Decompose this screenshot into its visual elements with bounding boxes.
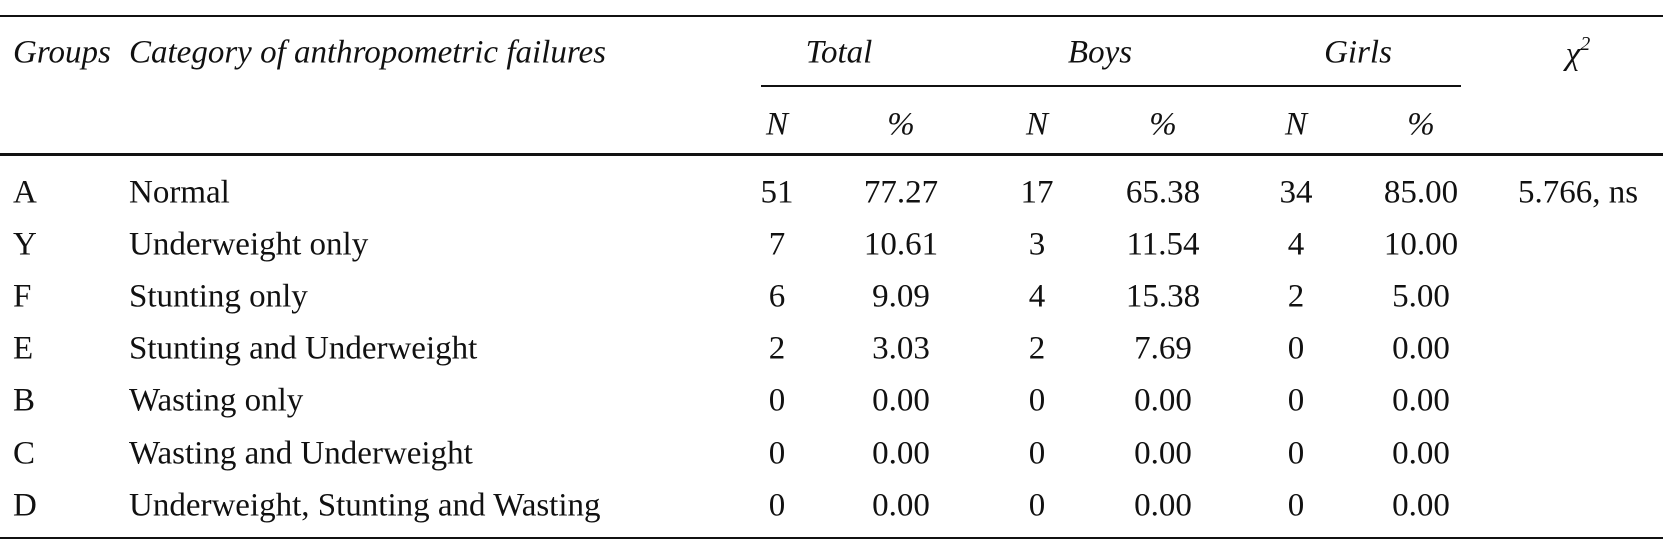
value-cell: 0.00	[872, 435, 930, 472]
value-cell: 5.00	[1392, 278, 1450, 315]
value-cell: 3	[1028, 226, 1046, 263]
subheader: N	[765, 106, 789, 143]
category-cell: Wasting only	[129, 382, 304, 419]
value-cell: 0	[1287, 382, 1305, 419]
value-cell: 85.00	[1383, 174, 1459, 211]
category-cell: Underweight, Stunting and Wasting	[129, 487, 601, 524]
value-cell: 17	[1020, 174, 1054, 211]
group-cell: D	[13, 487, 37, 524]
value-cell: 5.766, ns	[1517, 174, 1639, 211]
category-cell: Underweight only	[129, 226, 369, 263]
value-cell: 0	[1287, 435, 1305, 472]
value-cell: 0.00	[1134, 487, 1192, 524]
value-cell: 0.00	[1392, 435, 1450, 472]
value-cell: 0.00	[1392, 330, 1450, 367]
group-rule	[761, 85, 1461, 87]
value-cell: 65.38	[1125, 174, 1201, 211]
value-cell: 2	[1287, 278, 1305, 315]
girls-header: Girls	[1324, 34, 1392, 71]
value-cell: 15.38	[1125, 278, 1201, 315]
value-cell: 7.69	[1134, 330, 1192, 367]
category-cell: Normal	[129, 174, 230, 211]
value-cell: 6	[768, 278, 786, 315]
category-cell: Wasting and Underweight	[129, 435, 473, 472]
value-cell: 0	[768, 382, 786, 419]
total-header: Total	[805, 34, 873, 71]
value-cell: 0.00	[872, 382, 930, 419]
groups-header: Groups	[13, 34, 111, 71]
value-cell: 0.00	[1392, 487, 1450, 524]
value-cell: 0	[1287, 330, 1305, 367]
category-header: Category of anthropometric failures	[129, 34, 606, 71]
group-cell: E	[13, 330, 34, 367]
bottom-rule	[0, 537, 1663, 539]
group-cell: F	[13, 278, 32, 315]
category-cell: Stunting and Underweight	[129, 330, 478, 367]
group-cell: C	[13, 435, 36, 472]
subheader: N	[1284, 106, 1308, 143]
value-cell: 10.00	[1383, 226, 1459, 263]
value-cell: 0.00	[1392, 382, 1450, 419]
value-cell: 7	[768, 226, 786, 263]
chi-header: χ2	[1565, 33, 1591, 72]
value-cell: 77.27	[863, 174, 939, 211]
value-cell: 51	[760, 174, 794, 211]
value-cell: 0	[768, 435, 786, 472]
top-rule	[0, 15, 1663, 17]
category-cell: Stunting only	[129, 278, 308, 315]
value-cell: 4	[1287, 226, 1305, 263]
value-cell: 0	[1287, 487, 1305, 524]
value-cell: 0	[768, 487, 786, 524]
chi-sup: 2	[1580, 33, 1591, 56]
chi-symbol: χ	[1565, 35, 1581, 72]
value-cell: 4	[1028, 278, 1046, 315]
value-cell: 0.00	[872, 487, 930, 524]
value-cell: 2	[1028, 330, 1046, 367]
value-cell: 3.03	[872, 330, 930, 367]
value-cell: 0	[1028, 382, 1046, 419]
value-cell: 11.54	[1126, 226, 1200, 263]
value-cell: 10.61	[863, 226, 939, 263]
group-cell: B	[13, 382, 36, 419]
boys-header: Boys	[1067, 34, 1133, 71]
subheader: %	[887, 106, 915, 143]
value-cell: 0	[1028, 435, 1046, 472]
header-rule	[0, 153, 1663, 156]
group-cell: A	[13, 174, 37, 211]
subheader: %	[1149, 106, 1177, 143]
value-cell: 34	[1279, 174, 1313, 211]
value-cell: 0	[1028, 487, 1046, 524]
subheader: N	[1025, 106, 1049, 143]
value-cell: 2	[768, 330, 786, 367]
subheader: %	[1407, 106, 1435, 143]
value-cell: 9.09	[872, 278, 930, 315]
group-cell: Y	[13, 226, 37, 263]
value-cell: 0.00	[1134, 382, 1192, 419]
value-cell: 0.00	[1134, 435, 1192, 472]
